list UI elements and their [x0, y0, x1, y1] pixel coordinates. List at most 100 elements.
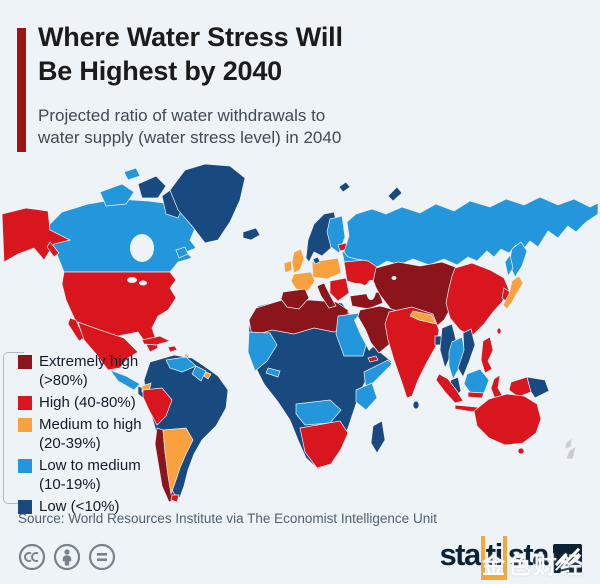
legend-label: Medium to high [39, 416, 142, 433]
legend-label: Extremely high [39, 353, 139, 370]
great-lake-2 [139, 280, 147, 286]
thailand-laos [448, 336, 466, 380]
french-guiana [203, 371, 212, 380]
country-newfoundland [175, 246, 189, 259]
eritrea [367, 355, 379, 363]
guyanas [191, 365, 207, 382]
sumatra [435, 373, 464, 404]
country-ireland [283, 260, 293, 274]
legend-sublabel: (>80%) [39, 372, 88, 389]
legend-swatch-low-to-medium [18, 459, 32, 473]
subtitle-line1: Projected ratio of water withdrawals to [38, 106, 326, 125]
country-china [445, 262, 510, 337]
legend-item-low: Low (<10%) [18, 497, 188, 516]
novaya-zemlya [387, 186, 403, 202]
legend-label: Low to medium [39, 457, 141, 474]
title-line1: Where Water Stress Will [38, 22, 343, 52]
legend-item-medium-to-high: Medium to high (20-39%) [18, 415, 188, 453]
iberia [280, 288, 310, 310]
title-accent-bar [17, 28, 26, 152]
balkans [329, 277, 350, 302]
country-madagascar [370, 420, 386, 454]
country-sri-lanka [412, 400, 420, 410]
country-france [290, 271, 316, 292]
kenya-region [355, 382, 378, 411]
red-sea [354, 316, 373, 351]
statista-wordmark: sta ti sta [439, 536, 550, 580]
legend: Extremely high (>80%) High (40-80%) Mediu… [18, 352, 188, 519]
equal-icon[interactable] [88, 543, 116, 571]
gulf-of-guinea-coast [265, 367, 281, 378]
country-peru [142, 387, 173, 426]
statista-orange-bracket: ti [480, 536, 507, 580]
legend-bracket [3, 352, 24, 504]
country-venezuela [165, 356, 197, 373]
legend-swatch-medium-to-high [18, 418, 32, 432]
new-guinea-west [508, 376, 532, 398]
sakhalin [504, 254, 514, 277]
country-nepal [409, 310, 437, 325]
country-finland [326, 215, 346, 254]
hudson-bay [130, 234, 154, 262]
world-map-svg [1, 163, 599, 503]
southern-africa [299, 420, 349, 469]
arctic-island-2 [137, 175, 167, 199]
country-italy [316, 282, 337, 309]
legend-label: Low (<10%) [39, 498, 120, 515]
country-russia [343, 196, 599, 268]
new-zealand-south [565, 445, 577, 460]
legend-item-high: High (40-80%) [18, 393, 188, 412]
country-denmark [312, 256, 321, 265]
new-zealand-north [564, 437, 573, 450]
aral-sea [391, 276, 397, 280]
state-alaska [1, 207, 72, 263]
country-india [384, 306, 440, 399]
legend-swatch-extremely-high [18, 355, 32, 369]
country-australia [473, 393, 542, 446]
arctic-island-1 [99, 183, 135, 207]
hispaniola [167, 345, 178, 353]
legend-swatch-high [18, 396, 32, 410]
legend-item-low-to-medium: Low to medium (10-19%) [18, 456, 188, 494]
country-uk [291, 248, 305, 274]
west-africa [247, 331, 278, 372]
alaska-panhandle [46, 241, 60, 258]
borneo-south [467, 391, 485, 399]
black-sea [348, 283, 366, 293]
cc-icon[interactable] [18, 543, 46, 571]
page-subtitle: Projected ratio of water withdrawals to … [38, 105, 578, 149]
watermark-text: 金色财经 [482, 553, 586, 579]
central-america-1 [109, 369, 141, 391]
tasmania [517, 447, 525, 455]
attribution-icon[interactable] [53, 543, 81, 571]
title-line2: Be Highest by 2040 [38, 56, 283, 86]
legend-sublabel: (20-39%) [39, 435, 101, 452]
legend-sublabel: (10-19%) [39, 476, 101, 493]
arctic-island-3 [123, 167, 141, 181]
page-title: Where Water Stress Will Be Highest by 20… [38, 20, 578, 88]
source-credit: Source: World Resources Institute via Th… [18, 511, 437, 526]
caspian-sea [366, 280, 376, 300]
subtitle-line2: water supply (water stress level) in 204… [38, 128, 342, 147]
legend-swatch-low [18, 500, 32, 514]
country-mexico [77, 321, 139, 371]
svalbard [338, 181, 351, 193]
legend-label: High (40-80%) [39, 394, 136, 411]
germany-poland [311, 257, 342, 280]
country-cuba [141, 335, 171, 346]
patagonia-tip [170, 494, 180, 503]
license-icons[interactable] [18, 543, 116, 571]
country-iceland [242, 227, 261, 241]
legend-item-extremely-high: Extremely high (>80%) [18, 352, 188, 390]
statista-logo[interactable]: sta ti sta [439, 536, 582, 580]
country-greenland [169, 163, 246, 244]
papua-new-guinea [526, 376, 550, 399]
statista-chart-icon [553, 543, 582, 573]
country-japan [502, 275, 524, 310]
world-map [0, 155, 600, 505]
great-lake-1 [127, 277, 137, 283]
country-philippines [480, 336, 494, 374]
taiwan [496, 327, 502, 335]
country-argentina [162, 427, 194, 496]
